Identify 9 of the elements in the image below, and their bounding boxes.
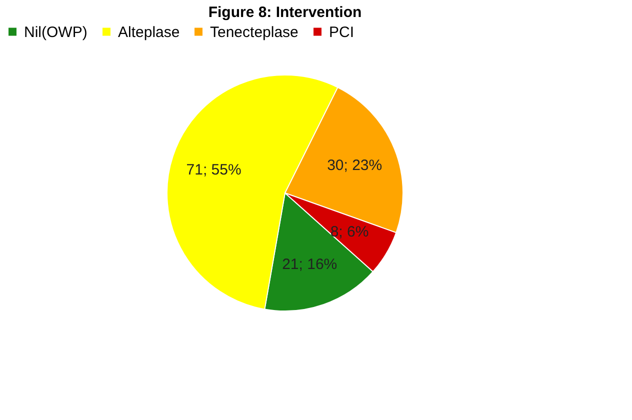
data-label: 8; 6% <box>330 223 369 240</box>
legend-label: Tenecteplase <box>210 24 298 41</box>
legend-label: Nil(OWP) <box>24 24 88 41</box>
data-label: 71; 55% <box>186 162 242 179</box>
data-label: 21; 16% <box>282 256 338 273</box>
chart-title: Figure 8: Intervention <box>208 4 362 21</box>
legend-label: Alteplase <box>118 24 180 41</box>
legend-label: PCI <box>329 24 354 41</box>
data-label: 30; 23% <box>327 157 382 174</box>
